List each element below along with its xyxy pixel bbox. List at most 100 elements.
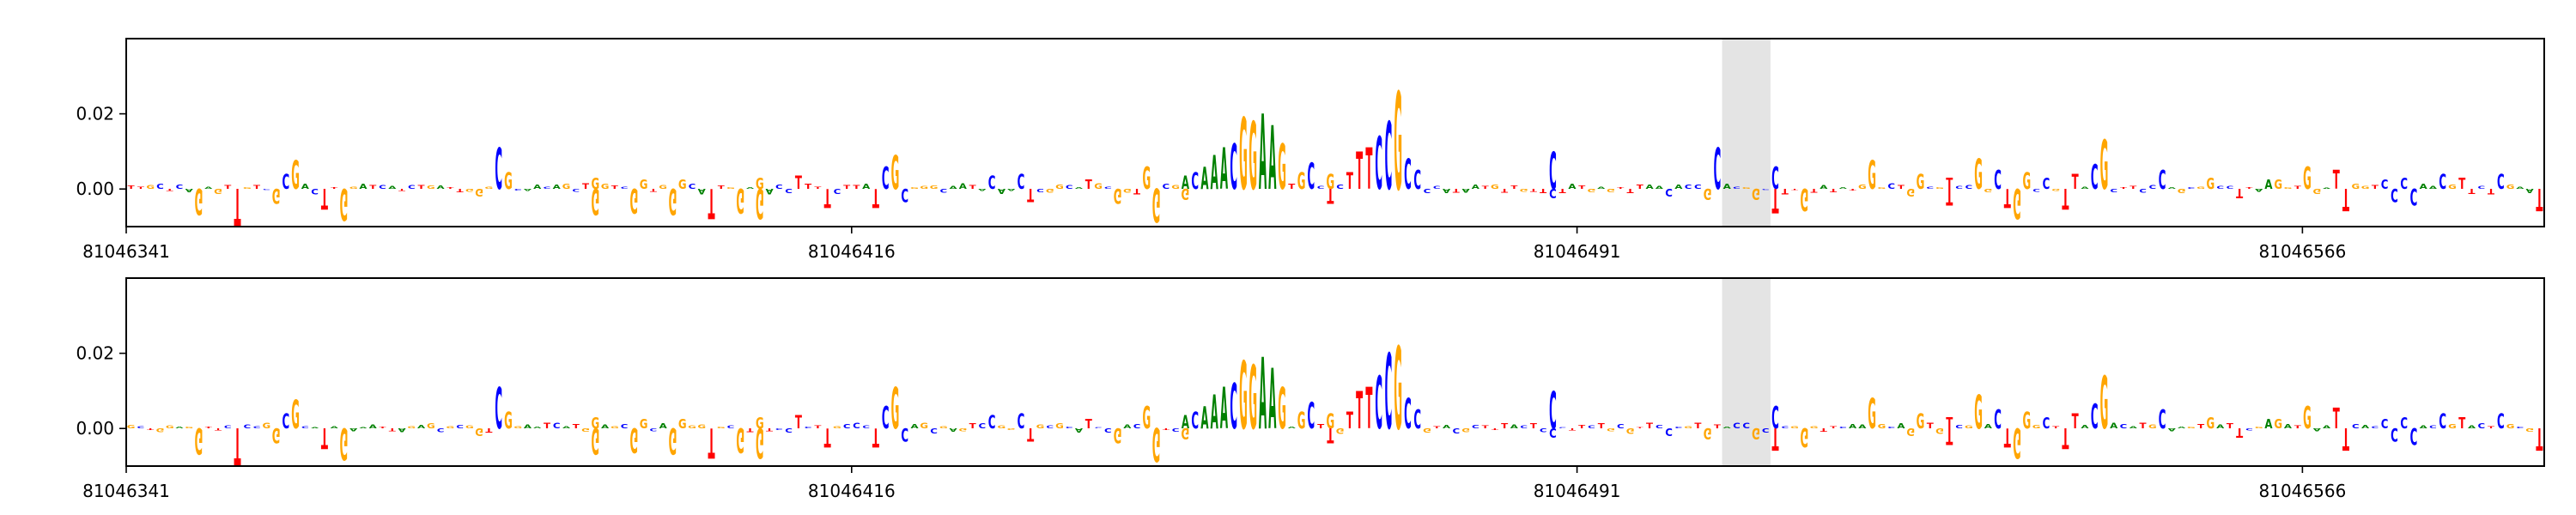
- logo-letter-T-neg: T: [1027, 184, 1034, 205]
- logo-letter-C-bg: C: [156, 184, 164, 191]
- logo-letter-T-bg: T: [1927, 422, 1935, 431]
- logo-letter-C-neg: C: [1665, 426, 1673, 438]
- logo-letter-G-bg: G: [2352, 184, 2360, 191]
- logo-letter-A-bg: A: [359, 184, 367, 191]
- logo-letter-A-bg: A: [1820, 185, 1828, 191]
- logo-letter-T-bg: T: [843, 185, 851, 191]
- logo-letter-T-bg: T: [389, 427, 397, 432]
- logo-letter-G-neg: G: [340, 418, 349, 469]
- logo-letter-C-bg: C: [544, 186, 551, 190]
- logo-letter-C-bg: C: [553, 422, 561, 431]
- logo-letter-C-bg: C: [621, 186, 629, 190]
- logo-letter-C-pos: C: [1549, 142, 1557, 202]
- logo-letter-A-bg: A: [2168, 187, 2177, 190]
- logo-letter-T-neg: T: [872, 421, 879, 451]
- logo-letter-G-neg: G: [1182, 185, 1190, 203]
- logo-letter-G-bg: G: [2448, 184, 2457, 191]
- logo-letter-G-bg: G: [2187, 427, 2196, 429]
- logo-letter-G-bg: G: [1094, 183, 1103, 191]
- logo-letter-A-bg: A: [1839, 187, 1848, 190]
- logo-letter-T-pos: T: [1946, 415, 1953, 433]
- logo-letter-A-bg: A: [1674, 185, 1683, 191]
- logo-letter-A-bg: A: [553, 185, 562, 191]
- logo-letter-C-pos: C: [2091, 158, 2099, 197]
- logo-letter-C-bg: C: [2148, 185, 2156, 191]
- logo-letter-C-bg: C: [930, 427, 938, 433]
- logo-letter-C-bg: C: [408, 185, 416, 191]
- logo-letter-C-bg: C: [1036, 187, 1044, 193]
- x-tick-label: 81046566: [2259, 241, 2347, 262]
- logo-letter-T-neg: T: [2004, 182, 2011, 211]
- axes-frame: [125, 38, 2545, 227]
- logo-letter-C-bg: C: [775, 184, 783, 191]
- logo-letter-C-pos: C: [1375, 362, 1382, 446]
- logo-letter-A-pos: A: [1211, 387, 1218, 440]
- logo-letter-T-bg: T: [1646, 422, 1653, 431]
- logo-letter-G-bg: G: [726, 187, 735, 190]
- logo-letter-C-pos: C: [1308, 156, 1315, 198]
- logo-letter-G-bg: G: [717, 427, 726, 429]
- logo-letter-G-bg: G: [998, 426, 1006, 430]
- x-tick-label: 81046416: [808, 481, 896, 501]
- logo-letter-G-bg: G: [1588, 188, 1596, 193]
- logo-letter-C-bg: C: [137, 427, 145, 430]
- logo-letter-A-bg: A: [175, 427, 184, 429]
- logo-letter-T-pos: T: [795, 173, 802, 195]
- logo-letter-G-neg: G: [1152, 177, 1161, 230]
- logo-letter-A-bg: A: [533, 427, 542, 429]
- logo-letter-C-pos: C: [1714, 137, 1722, 203]
- logo-letter-C-bg: C: [1424, 187, 1431, 194]
- logo-letter-A-bg: A: [1443, 425, 1451, 430]
- logo-letter-T-neg: T: [2004, 421, 2011, 451]
- logo-letter-G-pos: G: [1249, 348, 1257, 450]
- logo-letter-T-bg: T: [650, 188, 657, 192]
- logo-letter-G-pos: G: [891, 148, 900, 201]
- logo-letter-T-bg: T: [2468, 187, 2475, 195]
- logo-letter-A-bg: A: [349, 427, 357, 432]
- logo-letter-T-bg: T: [447, 187, 453, 190]
- logo-letter-C-bg: C: [1095, 427, 1103, 428]
- logo-letter-A-bg: A: [185, 188, 193, 192]
- logo-letter-G-bg: G: [166, 426, 174, 430]
- logo-letter-G-pos: G: [2207, 175, 2215, 193]
- logo-letter-T-bg: T: [746, 427, 754, 433]
- logo-letter-G-neg: G: [756, 418, 764, 465]
- x-tick-label: 81046491: [1534, 481, 1621, 501]
- logo-letter-A-bg: A: [2468, 426, 2476, 430]
- logo-letter-G-bg: G: [920, 186, 928, 191]
- logo-letter-C-bg: C: [1656, 424, 1663, 430]
- logo-letter-G-bg: G: [2361, 186, 2370, 191]
- logo-letter-G-pos: G: [591, 415, 599, 433]
- logo-letter-A-bg: A: [1510, 424, 1519, 430]
- logo-letter-T-neg: T: [2342, 181, 2349, 217]
- logo-letter-T-pos: T: [1356, 382, 1363, 441]
- logo-letter-A-pos: A: [1211, 148, 1218, 201]
- logo-letter-C-bg: C: [1163, 184, 1170, 191]
- logo-letter-C-bg: C: [2032, 188, 2040, 192]
- logo-letter-T-bg: T: [2140, 422, 2148, 431]
- logo-letter-T-pos: T: [1356, 142, 1363, 202]
- logo-letter-A-bg: A: [2420, 426, 2427, 430]
- logo-letter-G-pos: G: [2303, 401, 2312, 437]
- logo-letter-T-bg: T: [969, 423, 976, 431]
- logo-letter-T-bg: T: [1617, 187, 1624, 190]
- logo-letter-T-neg: T: [824, 182, 831, 211]
- logo-letter-A-bg: A: [331, 426, 338, 429]
- logo-letter-G-neg: G: [1906, 186, 1915, 198]
- logo-letter-C-bg: C: [1839, 427, 1847, 429]
- logo-letter-A-bg: A: [998, 187, 1005, 195]
- logo-letter-A-bg: A: [388, 186, 396, 191]
- logo-letter-G-bg: G: [2312, 187, 2321, 194]
- logo-letter-C-bg: C: [2227, 186, 2234, 191]
- logo-letter-G-bg: G: [185, 427, 193, 429]
- logo-letter-T-bg: T: [2488, 426, 2494, 429]
- logo-letter-G-neg: G: [195, 179, 204, 221]
- logo-letter-T-bg: T: [147, 427, 154, 430]
- logo-letter-C-bg: C: [1887, 427, 1895, 429]
- logo-letter-G-bg: G: [156, 427, 165, 433]
- logo-letter-G-pos: G: [1327, 410, 1335, 434]
- logo-letter-C-bg: C: [853, 422, 860, 431]
- logo-letter-A-pos: A: [1220, 377, 1228, 443]
- logo-letter-T-bg: T: [1559, 187, 1566, 194]
- logo-letter-G-pos: G: [1143, 401, 1151, 437]
